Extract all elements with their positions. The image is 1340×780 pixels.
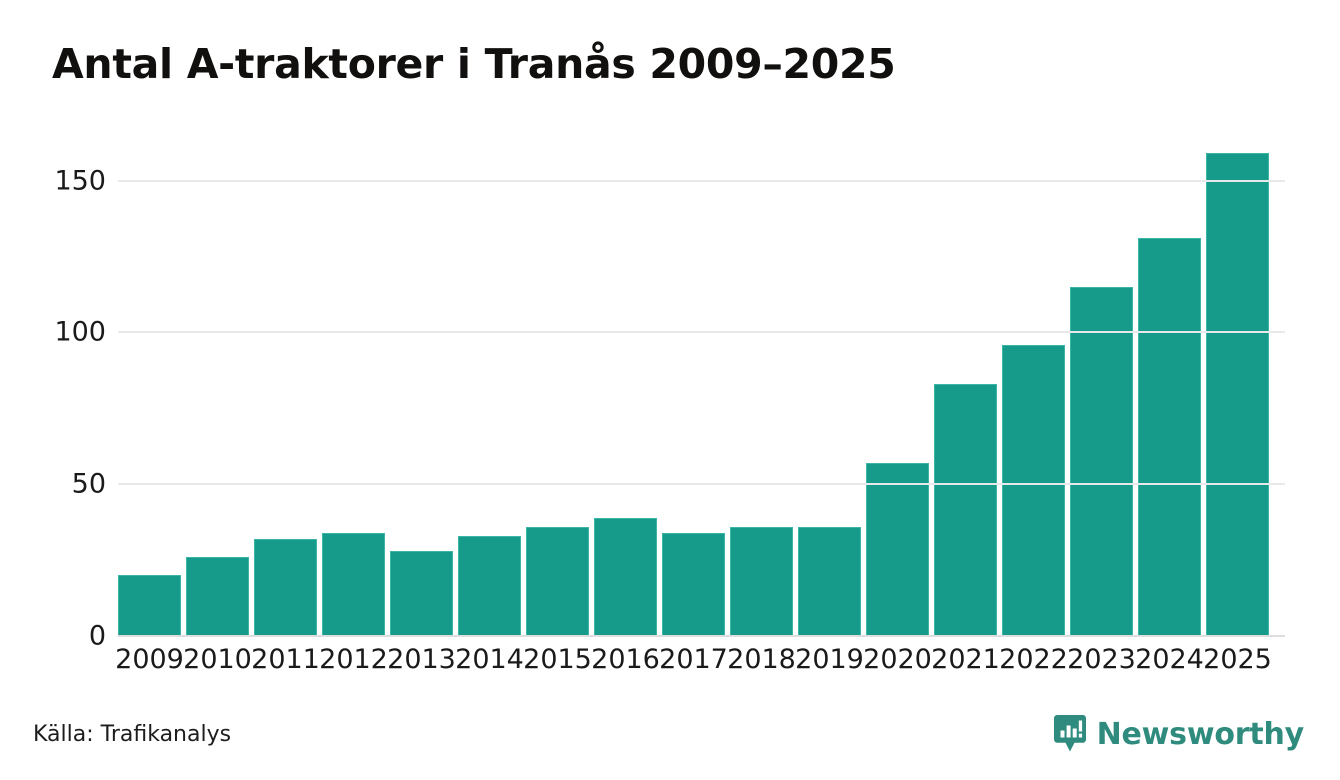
gridline-50	[118, 483, 1285, 486]
y-tick-label-50: 50	[71, 468, 106, 500]
y-tick-label-150: 150	[54, 165, 106, 197]
x-tick-label-2020: 2020	[863, 644, 932, 675]
y-tick-label-0: 0	[88, 620, 106, 652]
bar-rect-2014	[458, 535, 521, 636]
x-tick-label-2016: 2016	[591, 644, 660, 675]
x-tick-label-2009: 2009	[115, 644, 184, 675]
y-tick-label-100: 100	[54, 316, 106, 348]
bar-rect-2010	[186, 557, 249, 636]
x-tick-label-2012: 2012	[319, 644, 388, 675]
bars-layer	[118, 135, 1285, 636]
bar-rect-2017	[662, 532, 725, 636]
bar-rect-2022	[1002, 344, 1065, 636]
x-tick-label-2021: 2021	[931, 644, 1000, 675]
bar-rect-2011	[254, 538, 317, 636]
x-tick-label-2023: 2023	[1067, 644, 1136, 675]
x-tick-label-2017: 2017	[659, 644, 728, 675]
x-tick-label-2025: 2025	[1203, 644, 1272, 675]
x-tick-label-2019: 2019	[795, 644, 864, 675]
bar-rect-2013	[390, 550, 453, 636]
bar-rect-2023	[1070, 286, 1133, 636]
bar-rect-2016	[594, 517, 657, 636]
x-tick-label-2022: 2022	[999, 644, 1068, 675]
gridline-0	[118, 635, 1285, 637]
gridline-150	[118, 179, 1285, 182]
source-note: Källa: Trafikanalys	[33, 722, 232, 747]
page-title: Antal A-traktorer i Tranås 2009–2025	[52, 40, 896, 88]
bar-rect-2019	[798, 526, 861, 636]
bar-rect-2024	[1138, 238, 1201, 636]
newsworthy-bar-chart-bubble-icon	[1053, 714, 1087, 754]
x-tick-label-2015: 2015	[523, 644, 592, 675]
x-tick-label-2018: 2018	[727, 644, 796, 675]
x-tick-label-2011: 2011	[251, 644, 320, 675]
gridline-100	[118, 331, 1285, 334]
bar-rect-2020	[866, 462, 929, 636]
bar-rect-2012	[322, 532, 385, 636]
x-tick-label-2010: 2010	[183, 644, 252, 675]
x-tick-label-2014: 2014	[455, 644, 524, 675]
bar-rect-2018	[730, 526, 793, 636]
x-tick-label-2013: 2013	[387, 644, 456, 675]
brand-name: Newsworthy	[1096, 716, 1305, 752]
bar-rect-2015	[526, 526, 589, 636]
x-tick-label-2024: 2024	[1135, 644, 1204, 675]
bar-rect-2009	[118, 575, 181, 636]
plot-area	[118, 135, 1285, 636]
brand-logo: Newsworthy	[1053, 714, 1304, 754]
bar-rect-2021	[934, 383, 997, 636]
bar-rect-2025	[1206, 153, 1269, 636]
